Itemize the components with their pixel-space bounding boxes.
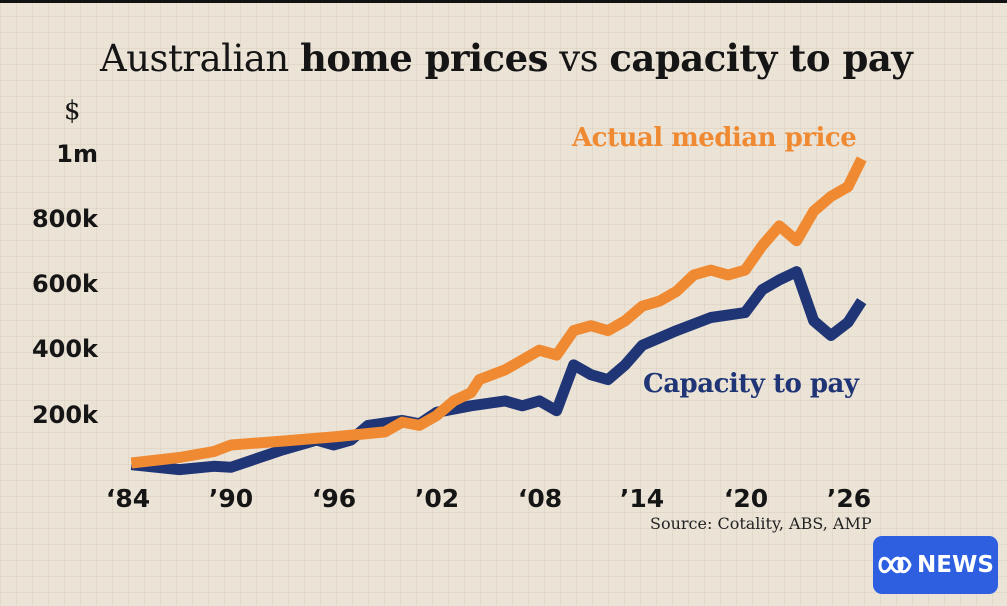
title-part: vs: [547, 37, 610, 80]
x-tick-label: ‘96: [311, 484, 357, 513]
series-label-actual-median-price: Actual median price: [572, 123, 857, 153]
x-tick-label: ’14: [619, 484, 665, 513]
series-line-actual-median-price: [130, 156, 867, 469]
x-tick-label: ‘20: [723, 484, 769, 513]
source-note: Source: Cotality, ABS, AMP: [650, 514, 872, 533]
x-tick-label: ’90: [208, 484, 254, 513]
y-axis-unit: $: [64, 96, 81, 126]
y-tick-label: 400k: [31, 335, 98, 363]
logo-text: NEWS: [917, 552, 994, 578]
y-tick-label: 800k: [31, 205, 98, 233]
y-tick-label: 200k: [31, 401, 98, 429]
series-label-capacity-to-pay: Capacity to pay: [643, 369, 859, 399]
y-tick-label: 600k: [31, 270, 98, 298]
abc-news-logo: NEWS: [873, 536, 998, 594]
title-part: home prices: [299, 36, 548, 80]
title-part: capacity to pay: [609, 36, 913, 80]
x-tick-label: ’02: [414, 484, 460, 513]
title-part: Australian: [100, 37, 300, 80]
x-tick-label: ’26: [826, 484, 872, 513]
y-tick-label: 1m: [56, 140, 98, 168]
x-tick-label: ‘08: [517, 484, 563, 513]
x-tick-label: ‘84: [105, 484, 151, 513]
abc-lissajous-icon: [878, 556, 912, 574]
chart-title: Australian home prices vs capacity to pa…: [100, 36, 920, 80]
top-border: [0, 0, 1007, 3]
